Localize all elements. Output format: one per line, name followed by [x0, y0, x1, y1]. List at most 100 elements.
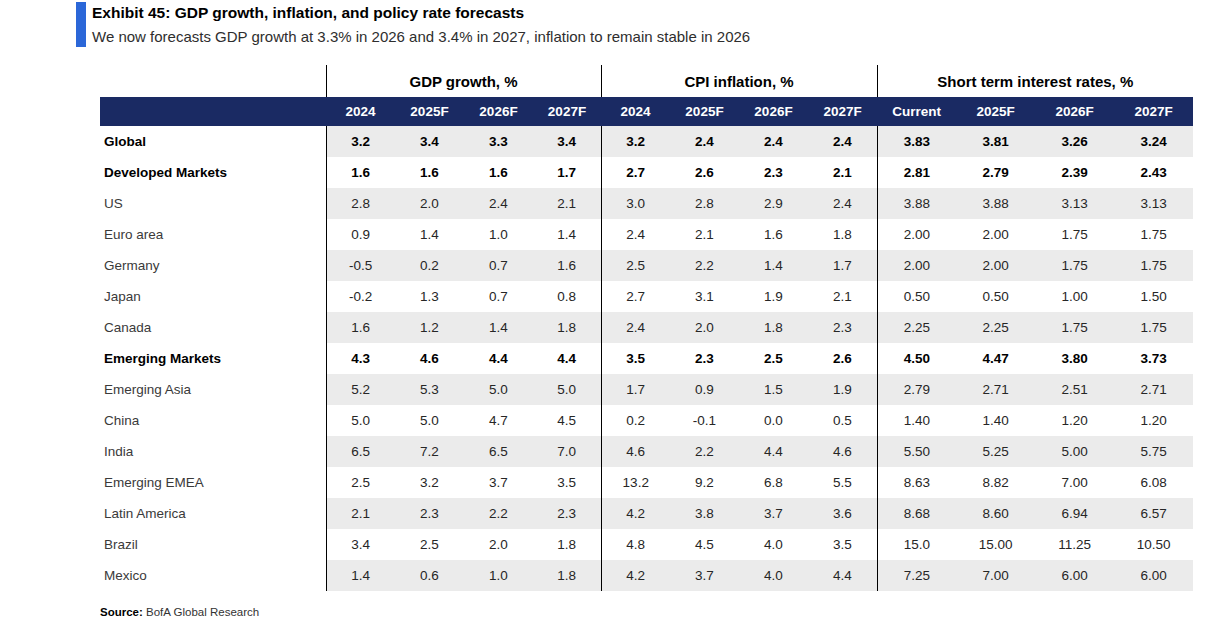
- table-row: Euro area0.91.41.01.42.42.11.61.82.002.0…: [100, 219, 1193, 250]
- cell-cpi: 3.5: [808, 529, 877, 560]
- cell-rates: 5.50: [877, 436, 956, 467]
- col-rates-2026f: 2026F: [1035, 97, 1114, 126]
- cell-cpi: 2.4: [601, 312, 670, 343]
- cell-cpi: 4.4: [808, 560, 877, 591]
- col-gdp-2025f: 2025F: [395, 97, 464, 126]
- cell-rates: 7.00: [1035, 467, 1114, 498]
- cell-cpi: 0.5: [808, 405, 877, 436]
- cell-rates: 1.40: [956, 405, 1035, 436]
- cell-gdp: 5.0: [533, 374, 601, 405]
- group-header-rates: Short term interest rates, %: [877, 65, 1193, 97]
- cell-cpi: 1.7: [808, 250, 877, 281]
- cell-rates: 3.13: [1035, 188, 1114, 219]
- table-body: Global3.23.43.33.43.22.42.42.43.833.813.…: [100, 126, 1193, 591]
- cell-gdp: 1.2: [395, 312, 464, 343]
- label-column-header: [100, 97, 326, 126]
- exhibit-title: Exhibit 45: GDP growth, inflation, and p…: [92, 4, 524, 22]
- cell-gdp: 5.3: [395, 374, 464, 405]
- cell-rates: 3.26: [1035, 126, 1114, 157]
- cell-gdp: 2.3: [395, 498, 464, 529]
- title-accent-bar: [76, 2, 86, 47]
- row-label: India: [100, 436, 326, 467]
- label-column-spacer: [100, 65, 326, 97]
- col-gdp-2026f: 2026F: [464, 97, 533, 126]
- cell-cpi: 4.2: [601, 498, 670, 529]
- cell-rates: 2.25: [956, 312, 1035, 343]
- cell-gdp: 1.6: [326, 312, 395, 343]
- row-label: Japan: [100, 281, 326, 312]
- cell-gdp: 1.6: [533, 250, 601, 281]
- cell-gdp: 1.0: [464, 219, 533, 250]
- cell-gdp: 3.2: [326, 126, 395, 157]
- row-label: Brazil: [100, 529, 326, 560]
- cell-rates: 8.68: [877, 498, 956, 529]
- cell-cpi: 3.8: [670, 498, 739, 529]
- table-row: Emerging Markets4.34.64.44.43.52.32.52.6…: [100, 343, 1193, 374]
- cell-cpi: 2.1: [808, 157, 877, 188]
- col-cpi-2024: 2024: [601, 97, 670, 126]
- cell-gdp: 6.5: [464, 436, 533, 467]
- cell-gdp: 1.6: [395, 157, 464, 188]
- cell-gdp: 4.7: [464, 405, 533, 436]
- cell-rates: 1.20: [1114, 405, 1193, 436]
- cell-gdp: 1.4: [464, 312, 533, 343]
- cell-cpi: 2.2: [670, 436, 739, 467]
- group-header-gdp: GDP growth, %: [326, 65, 601, 97]
- cell-rates: 5.00: [1035, 436, 1114, 467]
- cell-gdp: 2.1: [326, 498, 395, 529]
- cell-rates: 2.43: [1114, 157, 1193, 188]
- cell-rates: 1.75: [1035, 250, 1114, 281]
- cell-gdp: 1.7: [533, 157, 601, 188]
- col-cpi-2026f: 2026F: [739, 97, 808, 126]
- col-gdp-2024: 2024: [326, 97, 395, 126]
- cell-cpi: 1.7: [601, 374, 670, 405]
- cell-cpi: 4.6: [808, 436, 877, 467]
- cell-cpi: 13.2: [601, 467, 670, 498]
- cell-gdp: 4.6: [395, 343, 464, 374]
- cell-gdp: 5.2: [326, 374, 395, 405]
- cell-rates: 2.00: [956, 250, 1035, 281]
- cell-rates: 1.40: [877, 405, 956, 436]
- cell-gdp: 1.8: [533, 560, 601, 591]
- cell-cpi: 2.5: [739, 343, 808, 374]
- row-label: Euro area: [100, 219, 326, 250]
- cell-cpi: 2.0: [670, 312, 739, 343]
- row-label: Global: [100, 126, 326, 157]
- cell-cpi: 1.9: [808, 374, 877, 405]
- cell-cpi: 2.1: [670, 219, 739, 250]
- cell-gdp: 1.6: [326, 157, 395, 188]
- cell-rates: 2.39: [1035, 157, 1114, 188]
- cell-rates: 2.00: [877, 250, 956, 281]
- cell-gdp: 5.0: [326, 405, 395, 436]
- cell-cpi: 5.5: [808, 467, 877, 498]
- cell-rates: 3.88: [877, 188, 956, 219]
- table-row: Emerging EMEA2.53.23.73.513.29.26.85.58.…: [100, 467, 1193, 498]
- cell-rates: 15.0: [877, 529, 956, 560]
- row-label: Mexico: [100, 560, 326, 591]
- cell-cpi: 1.8: [808, 219, 877, 250]
- cell-gdp: 2.3: [533, 498, 601, 529]
- cell-cpi: 1.8: [739, 312, 808, 343]
- cell-gdp: 5.0: [395, 405, 464, 436]
- cell-rates: 6.00: [1035, 560, 1114, 591]
- cell-gdp: 1.8: [533, 312, 601, 343]
- table-row: Developed Markets1.61.61.61.72.72.62.32.…: [100, 157, 1193, 188]
- table-row: Latin America2.12.32.22.34.23.83.73.68.6…: [100, 498, 1193, 529]
- cell-rates: 2.79: [877, 374, 956, 405]
- cell-gdp: 3.2: [395, 467, 464, 498]
- cell-rates: 7.25: [877, 560, 956, 591]
- cell-gdp: 3.3: [464, 126, 533, 157]
- cell-rates: 2.71: [1114, 374, 1193, 405]
- cell-cpi: 3.5: [601, 343, 670, 374]
- cell-cpi: 2.9: [739, 188, 808, 219]
- cell-gdp: 2.1: [533, 188, 601, 219]
- cell-rates: 6.08: [1114, 467, 1193, 498]
- cell-gdp: 2.5: [326, 467, 395, 498]
- cell-gdp: 4.4: [533, 343, 601, 374]
- cell-cpi: 4.6: [601, 436, 670, 467]
- cell-cpi: 6.8: [739, 467, 808, 498]
- cell-cpi: 1.4: [739, 250, 808, 281]
- cell-rates: 0.50: [877, 281, 956, 312]
- cell-rates: 1.00: [1035, 281, 1114, 312]
- cell-gdp: 2.4: [464, 188, 533, 219]
